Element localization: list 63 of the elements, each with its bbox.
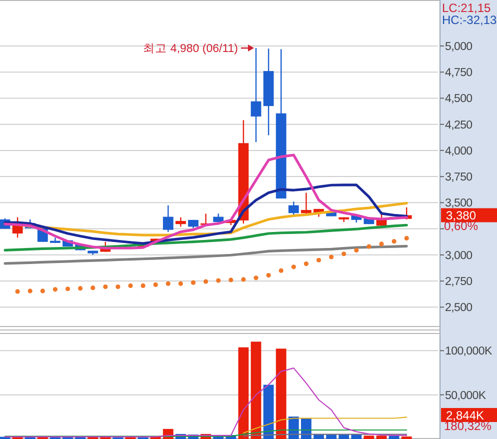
y-tick-label: 2,500 <box>445 302 472 314</box>
point <box>116 284 120 290</box>
bar <box>250 342 262 439</box>
point <box>90 286 96 290</box>
point <box>304 261 308 266</box>
point <box>392 239 396 244</box>
point <box>190 280 196 285</box>
point <box>266 272 271 278</box>
point <box>228 278 234 282</box>
point <box>153 282 158 287</box>
point <box>354 248 359 253</box>
y-tick-label: 3,500 <box>445 198 472 210</box>
point <box>15 289 20 294</box>
point <box>65 286 70 292</box>
y-tick-label: 3,750 <box>445 172 472 184</box>
point <box>404 236 409 240</box>
point <box>379 242 384 246</box>
y-tick-label: 50,000K <box>445 390 486 402</box>
candlestick <box>301 192 312 216</box>
text: HC:-32,13 <box>442 13 497 27</box>
y-tick-label: 4,500 <box>445 93 472 106</box>
candlestick <box>250 47 262 143</box>
bar <box>364 436 374 439</box>
candlestick <box>162 204 174 233</box>
candlestick <box>176 216 186 228</box>
point <box>254 276 258 280</box>
text: LC:21,15 <box>442 1 492 15</box>
bar <box>238 347 249 439</box>
point <box>204 279 208 284</box>
point <box>278 268 284 273</box>
point <box>366 244 372 249</box>
y-tick-label: 3,000 <box>445 250 472 262</box>
point <box>128 283 133 288</box>
text: 3,380 <box>446 208 476 223</box>
y-tick-label: 4,750 <box>445 67 472 80</box>
point <box>178 281 183 286</box>
point <box>342 252 346 256</box>
y-tick-label: 4,000 <box>445 145 472 158</box>
text: 2,844K <box>446 408 484 422</box>
point <box>291 264 296 270</box>
candlestick <box>288 201 299 218</box>
annotation: 최고 4,980 (06/11) <box>143 43 238 56</box>
point <box>140 283 146 288</box>
point <box>28 288 32 294</box>
y-tick-label: 4,250 <box>445 119 472 132</box>
point <box>103 284 108 290</box>
point <box>52 287 58 292</box>
y-tick-label: 5,000 <box>445 40 472 53</box>
bar <box>276 348 286 439</box>
bar <box>263 384 274 439</box>
point <box>241 277 246 282</box>
point <box>166 281 170 286</box>
point <box>316 258 322 262</box>
point <box>329 254 334 260</box>
bar <box>401 436 412 439</box>
line-series <box>4 368 408 438</box>
line-series <box>242 416 408 434</box>
y-tick-label: 2,750 <box>445 276 472 288</box>
point <box>40 288 45 294</box>
point <box>216 278 221 283</box>
point <box>78 286 83 291</box>
y-tick-label: 100,000K <box>445 346 492 358</box>
bar <box>376 436 387 439</box>
